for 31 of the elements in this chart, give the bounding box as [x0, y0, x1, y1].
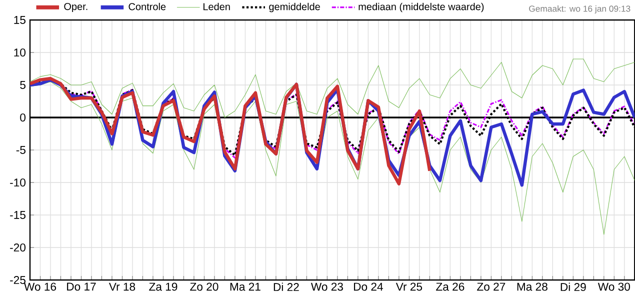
text: Gemaakt: wo 16 jan 09:13 [529, 5, 630, 14]
y-tick-label: -10 [10, 178, 26, 187]
legend-label: mediaan (middelste waarde) [358, 2, 484, 12]
x-tick-label: Di 29 [560, 282, 586, 292]
y-tick-label: -5 [16, 146, 26, 154]
y-tick-label: -25 [10, 276, 26, 284]
y-tick-label: 15 [14, 16, 26, 24]
legend-label: Leden [203, 2, 230, 10]
x-tick-label: Wo 23 [310, 282, 343, 291]
x-tick-label: Wo 16 [24, 282, 56, 291]
y-tick-label: 5 [20, 81, 26, 89]
x-tick-label: Wo 30 [598, 282, 630, 291]
line-series [30, 76, 432, 186]
x-tick-label: Vr 25 [396, 282, 422, 291]
x-tick-label: Zo 20 [190, 282, 218, 291]
x-tick-label: Do 17 [67, 282, 96, 291]
x-tick-label: Ma 28 [517, 282, 548, 291]
y-tick-label: -15 [10, 211, 26, 219]
legend-label: Oper. [64, 2, 88, 12]
y-tick-label: 0 [20, 114, 26, 122]
y-tick-label: 10 [14, 48, 26, 57]
x-tick-label: Do 24 [354, 282, 383, 291]
legend-label: gemiddelde [269, 2, 320, 12]
x-tick-label: Di 22 [274, 282, 299, 291]
x-tick-label: Za 26 [436, 282, 464, 291]
x-tick-label: Zo 27 [477, 282, 506, 291]
x-tick-label: Ma 21 [230, 282, 260, 291]
x-tick-label: Za 19 [149, 282, 178, 291]
x-tick-label: Vr 18 [108, 282, 136, 291]
y-tick-label: -20 [10, 244, 26, 252]
legend-label: Controle [128, 2, 166, 10]
